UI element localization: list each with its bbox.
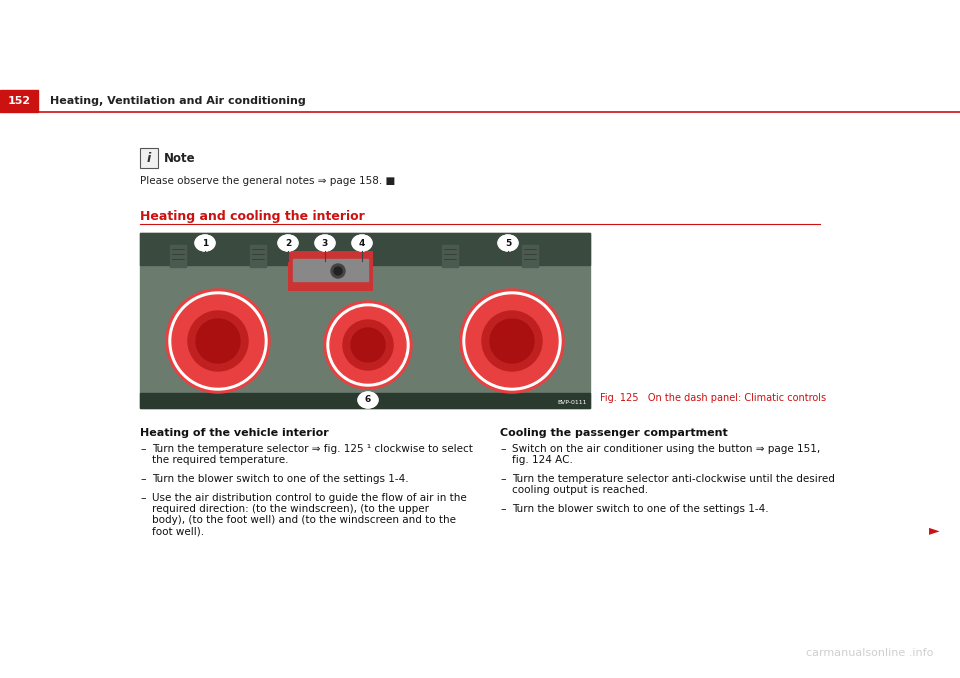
Bar: [293, 259, 368, 281]
Circle shape: [460, 289, 564, 393]
Text: 152: 152: [8, 96, 31, 106]
Circle shape: [196, 319, 240, 363]
Text: ►: ►: [929, 523, 940, 537]
Bar: [522, 245, 538, 267]
Bar: [0, 90, 38, 112]
Bar: [140, 233, 590, 265]
Text: –: –: [140, 493, 146, 503]
Text: –: –: [500, 444, 506, 454]
Text: Heating of the vehicle interior: Heating of the vehicle interior: [140, 428, 328, 438]
Text: Heating, Ventilation and Air conditioning: Heating, Ventilation and Air conditionin…: [50, 96, 305, 106]
Circle shape: [188, 311, 248, 371]
Circle shape: [169, 292, 267, 390]
Text: Cooling the passenger compartment: Cooling the passenger compartment: [500, 428, 728, 438]
Text: body), (to the foot well) and (to the windscreen and to the: body), (to the foot well) and (to the wi…: [152, 515, 456, 525]
Bar: [250, 245, 266, 267]
Circle shape: [327, 304, 409, 386]
Bar: [170, 245, 186, 267]
Bar: [288, 251, 373, 291]
Text: Heating and cooling the interior: Heating and cooling the interior: [140, 210, 365, 223]
Ellipse shape: [352, 235, 372, 251]
Circle shape: [334, 267, 342, 275]
Ellipse shape: [358, 392, 378, 408]
Circle shape: [466, 295, 558, 387]
Circle shape: [330, 307, 406, 383]
Text: 3: 3: [322, 239, 328, 247]
Text: Use the air distribution control to guide the flow of air in the: Use the air distribution control to guid…: [152, 493, 467, 503]
Text: required direction: (to the windscreen), (to the upper: required direction: (to the windscreen),…: [152, 504, 429, 514]
Ellipse shape: [498, 235, 518, 251]
Text: the required temperature.: the required temperature.: [152, 455, 289, 465]
Circle shape: [343, 320, 393, 370]
Ellipse shape: [278, 235, 298, 251]
Text: –: –: [140, 474, 146, 484]
Text: 5: 5: [505, 239, 511, 247]
Circle shape: [351, 328, 385, 362]
Text: Turn the temperature selector anti-clockwise until the desired: Turn the temperature selector anti-clock…: [512, 474, 835, 484]
Text: cooling output is reached.: cooling output is reached.: [512, 485, 648, 495]
Circle shape: [172, 295, 264, 387]
Circle shape: [490, 319, 534, 363]
Text: fig. 124 AC.: fig. 124 AC.: [512, 455, 573, 465]
Text: –: –: [140, 444, 146, 454]
Text: Turn the blower switch to one of the settings 1-4.: Turn the blower switch to one of the set…: [512, 504, 769, 514]
Text: i: i: [147, 151, 151, 165]
Circle shape: [463, 292, 561, 390]
Circle shape: [324, 301, 412, 389]
Text: Note: Note: [164, 151, 196, 165]
Text: Please observe the general notes ⇒ page 158. ■: Please observe the general notes ⇒ page …: [140, 176, 396, 186]
Text: carmanualsonline .info: carmanualsonline .info: [806, 648, 934, 658]
Text: Fig. 125   On the dash panel: Climatic controls: Fig. 125 On the dash panel: Climatic con…: [600, 393, 827, 403]
Text: 4: 4: [359, 239, 365, 247]
Bar: [140, 233, 590, 408]
Circle shape: [331, 264, 345, 278]
Text: 1: 1: [202, 239, 208, 247]
Text: 6: 6: [365, 395, 372, 405]
Text: foot well).: foot well).: [152, 526, 204, 536]
Circle shape: [482, 311, 542, 371]
Text: Turn the blower switch to one of the settings 1-4.: Turn the blower switch to one of the set…: [152, 474, 409, 484]
Bar: [442, 245, 458, 267]
Ellipse shape: [195, 235, 215, 251]
Text: –: –: [500, 474, 506, 484]
Bar: [140, 148, 158, 168]
Ellipse shape: [315, 235, 335, 251]
Bar: [140, 393, 590, 408]
Text: –: –: [500, 504, 506, 514]
Text: 2: 2: [285, 239, 291, 247]
Text: Switch on the air conditioner using the button ⇒ page 151,: Switch on the air conditioner using the …: [512, 444, 820, 454]
Circle shape: [166, 289, 270, 393]
Text: BVP-0111: BVP-0111: [558, 400, 587, 405]
Text: Turn the temperature selector ⇒ fig. 125 ¹ clockwise to select: Turn the temperature selector ⇒ fig. 125…: [152, 444, 473, 454]
